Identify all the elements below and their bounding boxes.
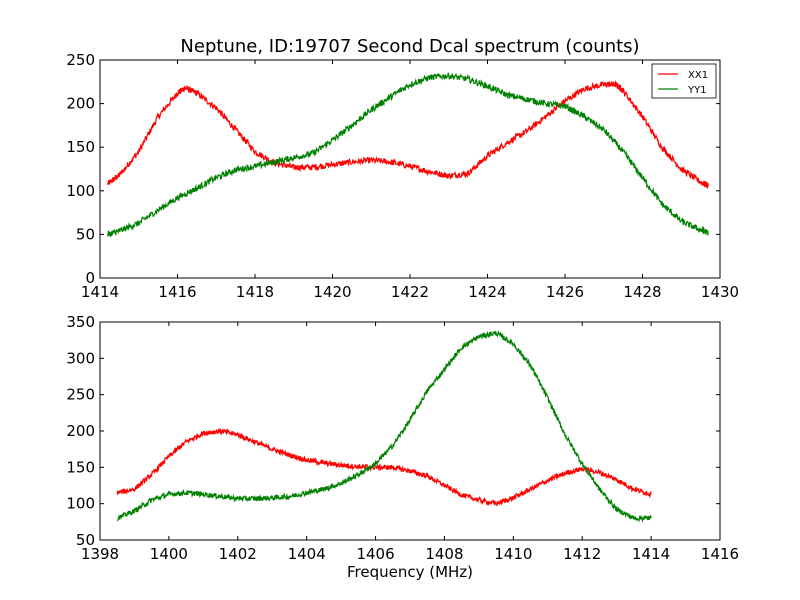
y-tick-label: 300 [66, 349, 95, 367]
x-tick-label: 1400 [150, 545, 188, 563]
x-tick-label: 1414 [81, 283, 119, 301]
y-tick-label: 200 [66, 422, 95, 440]
plot-2: 1398 1400 1402 1404 1406 1408 1410 1412 1414 1416… [66, 313, 739, 581]
y-tick-label: 250 [66, 51, 95, 69]
y-tick-label: 150 [66, 458, 95, 476]
x-tick-label: 1412 [563, 545, 601, 563]
axes-frame [99, 321, 721, 541]
series-line-yy1 [116, 329, 652, 523]
x-tick-label: 1416 [158, 283, 196, 301]
x-tick-label: 1402 [219, 545, 257, 563]
x-tick-label: 1406 [356, 545, 394, 563]
y-tick-label: 150 [66, 138, 95, 156]
series-line-yy1 [107, 72, 709, 237]
x-tick-label: 1418 [236, 283, 274, 301]
plot-1: 1414 1416 1418 1420 1422 1424 1426 1428 1430 0 50 1… [66, 51, 739, 301]
x-tick-label: 1420 [313, 283, 351, 301]
x-tick-label: 1430 [701, 283, 739, 301]
x-tick-label: 1410 [494, 545, 532, 563]
y-tick-label: 50 [76, 531, 95, 549]
x-tick-label: 1404 [288, 545, 326, 563]
x-tick-label: 1398 [81, 545, 119, 563]
x-tick-label: 1424 [468, 283, 506, 301]
y-tick-label: 50 [76, 225, 95, 243]
chart-title: Neptune, ID:19707 Second Dcal spectrum (… [180, 36, 639, 57]
x-axis-label: Frequency (MHz) [347, 563, 473, 581]
series-line-xx1 [116, 427, 652, 507]
x-tick-label: 1414 [632, 545, 670, 563]
y-tick-label: 350 [66, 313, 95, 331]
series-line-xx1 [107, 80, 709, 189]
legend-box [651, 63, 717, 99]
x-tick-label: 1416 [701, 545, 739, 563]
y-tick-label: 200 [66, 95, 95, 113]
x-tick-label: 1408 [425, 545, 463, 563]
x-tick-label: 1426 [546, 283, 584, 301]
legend-label-xx1: XX1 [688, 70, 708, 81]
y-tick-label: 100 [66, 495, 95, 513]
x-tick-label: 1422 [391, 283, 429, 301]
y-tick-label: 0 [85, 269, 95, 287]
legend-label-yy1: YY1 [687, 85, 707, 96]
axes-frame [99, 59, 721, 279]
y-tick-label: 100 [66, 182, 95, 200]
x-tick-label: 1428 [623, 283, 661, 301]
y-tick-label: 250 [66, 386, 95, 404]
